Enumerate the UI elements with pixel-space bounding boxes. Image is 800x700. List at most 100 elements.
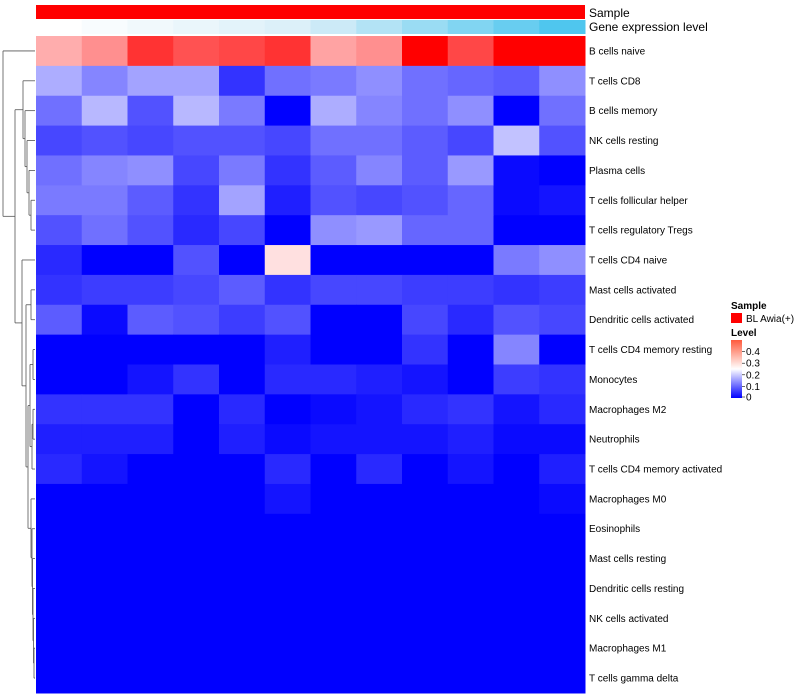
heatmap-cell [264, 633, 311, 664]
heatmap-cell [127, 334, 174, 365]
heatmap-cell [402, 424, 449, 455]
heatmap-cell [264, 65, 311, 97]
heatmap-cell [81, 424, 128, 455]
expression-track-cell [219, 20, 266, 34]
heatmap-cell [127, 513, 174, 545]
heatmap-cell [219, 125, 266, 156]
heatmap-cell [173, 663, 220, 694]
heatmap-cell [219, 364, 266, 395]
heatmap-cell [219, 36, 266, 67]
heatmap-cell [402, 36, 449, 67]
heatmap-cell [539, 125, 586, 156]
heatmap-cell [36, 274, 83, 306]
heatmap-cell [36, 454, 83, 485]
heatmap-cell [81, 36, 128, 67]
heatmap-cell [447, 633, 494, 664]
heatmap-cell [127, 245, 174, 276]
heatmap-cell [36, 424, 83, 455]
heatmap-cell [264, 454, 311, 485]
expression-track-cell [310, 20, 357, 34]
heatmap-cell [447, 95, 494, 127]
heatmap-cell [310, 513, 357, 545]
heatmap-cell [264, 245, 311, 276]
heatmap-cell [493, 36, 540, 67]
heatmap-cell [36, 65, 83, 97]
heatmap-cell [219, 633, 266, 664]
row-label: T cells gamma delta [589, 674, 679, 685]
heatmap-cell [264, 483, 311, 515]
heatmap-cell [219, 65, 266, 97]
heatmap-cell [264, 95, 311, 127]
heatmap-cell [36, 513, 83, 545]
heatmap-cell [173, 125, 220, 156]
heatmap-cell [81, 185, 128, 216]
heatmap-cell [81, 454, 128, 485]
heatmap-cell [127, 424, 174, 455]
heatmap-cell [310, 245, 357, 276]
heatmap-cell [402, 274, 449, 306]
heatmap-cell [402, 573, 449, 604]
heatmap-cell [219, 215, 266, 246]
heatmap-cell [539, 95, 586, 127]
heatmap-cell [219, 245, 266, 276]
row-label: Macrophages M2 [589, 405, 667, 416]
heatmap-cell [539, 424, 586, 455]
heatmap-cell [81, 334, 128, 365]
expression-track-cell [402, 20, 449, 34]
heatmap-cell [81, 364, 128, 395]
heatmap-cell [310, 36, 357, 67]
heatmap-cell [219, 483, 266, 515]
heatmap-cell [402, 394, 449, 425]
heatmap-cell [173, 95, 220, 127]
heatmap-cell [402, 215, 449, 246]
heatmap-cell [493, 245, 540, 276]
heatmap-cell [81, 573, 128, 604]
heatmap-cell [493, 663, 540, 694]
row-label: T cells CD4 memory activated [589, 465, 722, 476]
expression-track-cell [356, 20, 403, 34]
heatmap-cell [356, 663, 403, 694]
heatmap-cell [173, 394, 220, 425]
heatmap-cell [539, 334, 586, 365]
row-label: Neutrophils [589, 435, 640, 446]
heatmap-cell [356, 424, 403, 455]
heatmap-cell [264, 155, 311, 186]
heatmap-cell [36, 633, 83, 664]
heatmap-cell [310, 274, 357, 306]
heatmap-cell [402, 95, 449, 127]
heatmap-cell [219, 274, 266, 306]
heatmap-cell [36, 334, 83, 365]
heatmap-cell [81, 543, 128, 575]
heatmap-cell [81, 603, 128, 634]
heatmap-cell [539, 274, 586, 306]
heatmap-cell [264, 215, 311, 246]
legend-tick-label: 0.4 [746, 347, 760, 358]
heatmap-cell [310, 304, 357, 336]
row-label: Dendritic cells activated [589, 315, 694, 326]
legend-tick-label: 0.2 [746, 370, 760, 381]
heatmap-cell [447, 215, 494, 246]
heatmap-cell [447, 454, 494, 485]
heatmap-cell [447, 65, 494, 97]
row-label: Mast cells activated [589, 285, 676, 296]
heatmap-cell [539, 65, 586, 97]
heatmap-cell [356, 215, 403, 246]
heatmap-cell [81, 125, 128, 156]
heatmap-cell [356, 394, 403, 425]
heatmap-cell [173, 573, 220, 604]
heatmap-cell [127, 394, 174, 425]
heatmap-cell [173, 304, 220, 336]
heatmap-cell [36, 394, 83, 425]
heatmap-cell [493, 95, 540, 127]
heatmap-cell [310, 543, 357, 575]
heatmap-cell [36, 36, 83, 67]
heatmap-cell [402, 65, 449, 97]
heatmap-cell [127, 65, 174, 97]
row-label: NK cells activated [589, 614, 668, 625]
heatmap-cell [219, 513, 266, 545]
heatmap-cell [36, 483, 83, 515]
heatmap-cell [402, 125, 449, 156]
heatmap-cell [81, 483, 128, 515]
heatmap-cell [219, 304, 266, 336]
row-labels: B cells naive T cells CD8 B cells memory NK… [589, 46, 722, 684]
